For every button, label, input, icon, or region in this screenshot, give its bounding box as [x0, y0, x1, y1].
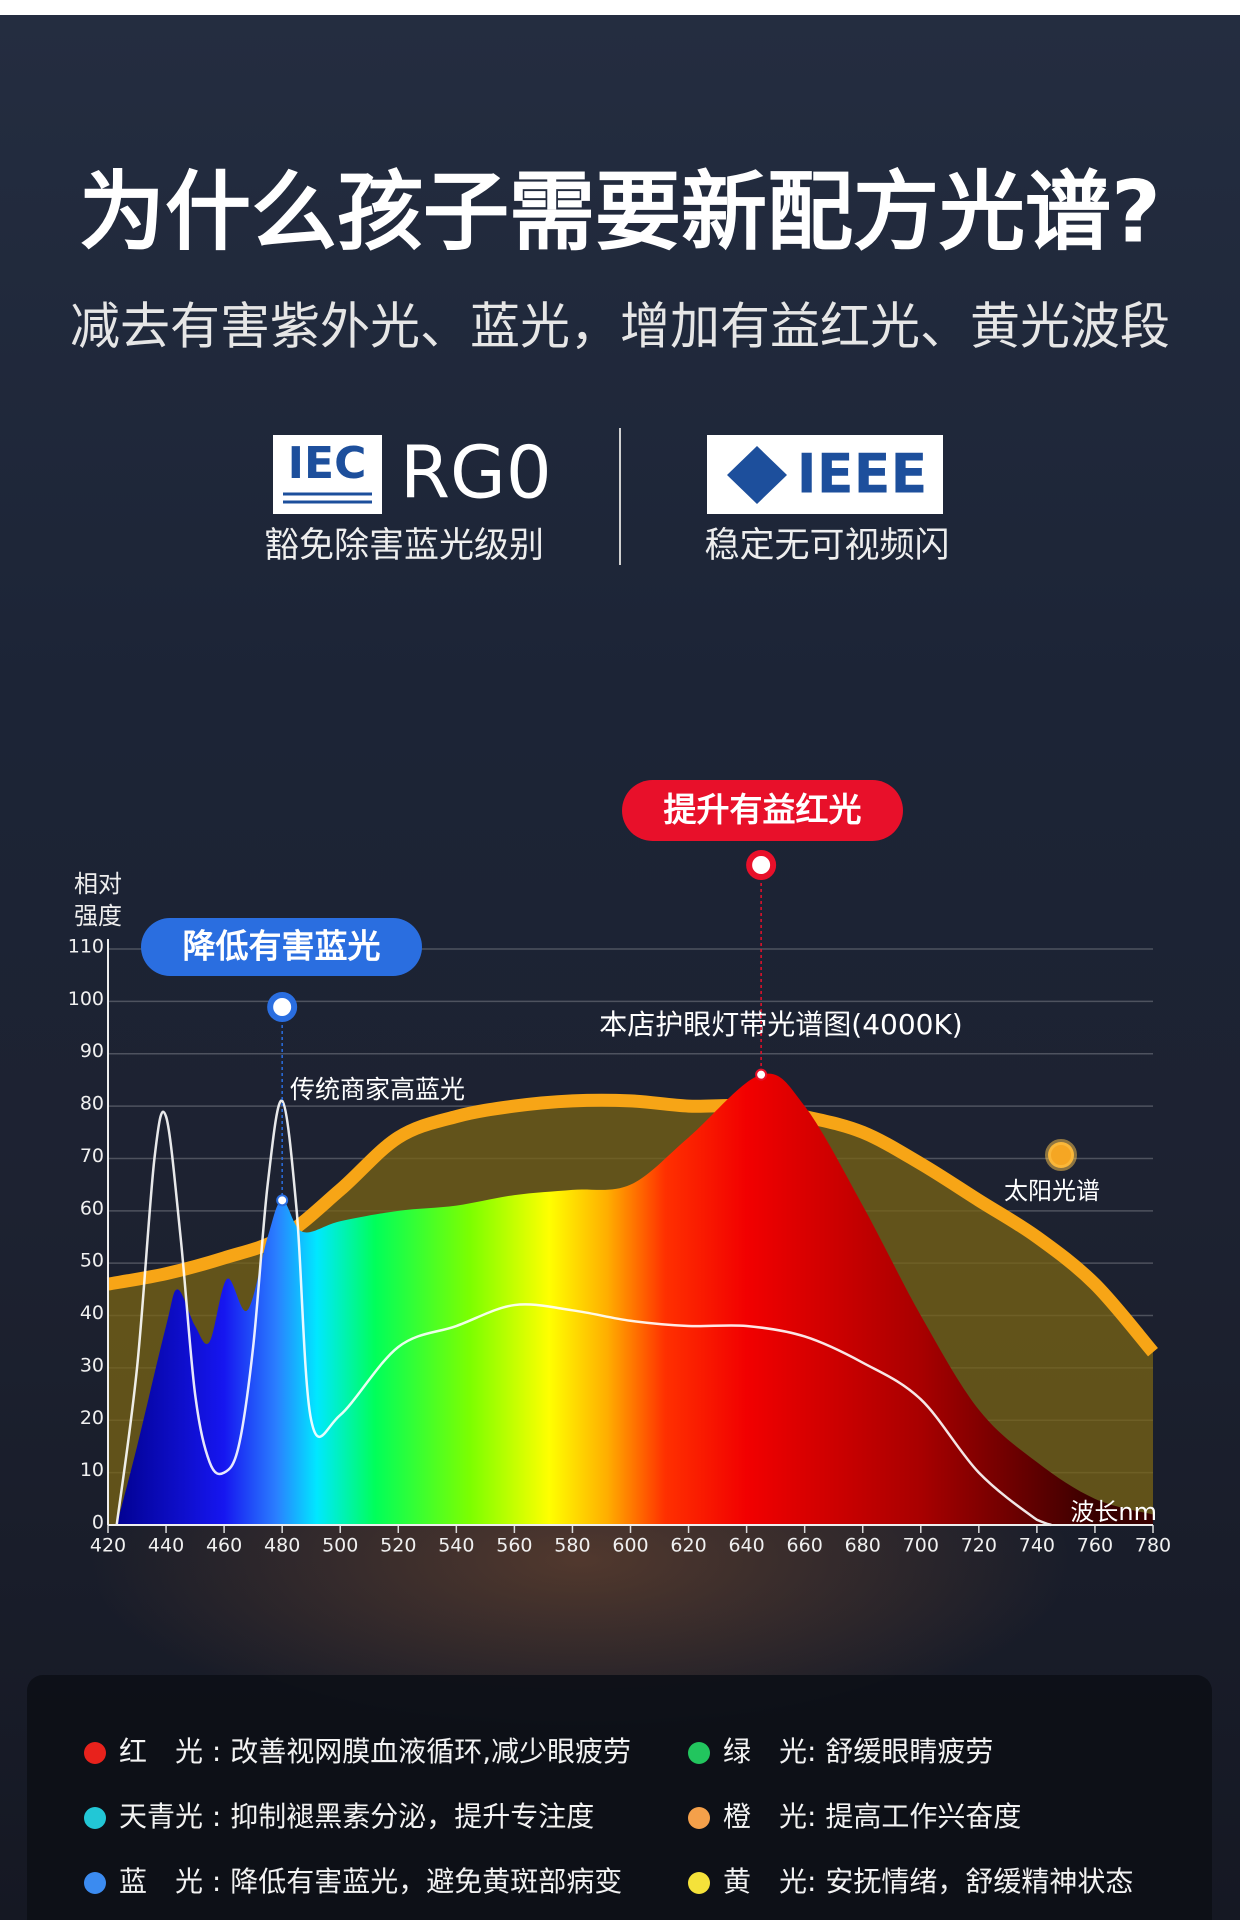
- ieee-diamond: [727, 446, 787, 504]
- y-tick-label: 100: [68, 988, 104, 1010]
- y-tick-label: 10: [80, 1459, 104, 1481]
- legend-dot: [84, 1807, 106, 1829]
- y-label-box: 相对强度: [74, 870, 122, 930]
- legend-dot: [84, 1872, 106, 1894]
- y-label: 相对强度: [74, 870, 122, 930]
- x-tick-label: 600: [612, 1535, 648, 1557]
- callout-pin: [746, 850, 777, 880]
- x-tick-label: 580: [554, 1535, 590, 1557]
- x-tick-label: 500: [322, 1535, 358, 1557]
- legend-dot: [84, 1742, 106, 1764]
- data-point: [276, 1194, 289, 1207]
- legend-text: 黄 光: 安抚情绪，舒缓精神状态: [723, 1865, 1133, 1898]
- legend-dot: [688, 1807, 710, 1829]
- y-tick-label: 90: [80, 1040, 104, 1062]
- callout-text: 提升有益红光: [664, 790, 862, 829]
- x-tick-label: 740: [1019, 1535, 1055, 1557]
- legend-text: 蓝 光 : 降低有害蓝光，避免黄斑部病变: [119, 1865, 622, 1898]
- x-tick-label: 560: [496, 1535, 532, 1557]
- x-tick-label: 680: [845, 1535, 881, 1557]
- x-tick-label: 520: [380, 1535, 416, 1557]
- badge-caption: 豁免除害蓝光级别: [264, 526, 544, 566]
- data-point: [755, 1068, 768, 1081]
- rg0-label: RG0: [400, 431, 552, 515]
- legend-text: 橙 光: 提高工作兴奋度: [723, 1800, 1021, 1833]
- y-tick-label: 30: [80, 1354, 104, 1376]
- legend-text: 天青光 : 抑制褪黑素分泌，提升专注度: [119, 1800, 594, 1833]
- y-tick-label: 70: [80, 1145, 104, 1167]
- y-tick-label: 40: [80, 1302, 104, 1324]
- series-label: 本店护眼灯带光谱图(4000K): [599, 1008, 962, 1041]
- x-tick-label: 420: [90, 1535, 126, 1557]
- y-tick-label: 50: [80, 1250, 104, 1272]
- y-tick-label: 20: [80, 1407, 104, 1429]
- ieee-logo: IEEE: [797, 443, 928, 506]
- x-tick-label: 440: [148, 1535, 184, 1557]
- x-tick-label: 700: [903, 1535, 939, 1557]
- y-tick-label: 80: [80, 1093, 104, 1115]
- x-tick-label: 640: [728, 1535, 764, 1557]
- x-tick-label: 660: [787, 1535, 823, 1557]
- legend-text: 红 光 : 改善视网膜血液循环,减少眼疲劳: [119, 1735, 631, 1768]
- y-tick-label: 60: [80, 1197, 104, 1219]
- x-label: 波长nm: [1070, 1498, 1157, 1526]
- legend-text: 绿 光: 舒缓眼睛疲劳: [723, 1735, 993, 1768]
- legend-dot: [688, 1872, 710, 1894]
- badge-caption: 稳定无可视频闪: [704, 526, 949, 566]
- x-tick-label: 540: [438, 1535, 474, 1557]
- x-tick-label: 720: [961, 1535, 997, 1557]
- y-tick-label: 0: [92, 1512, 104, 1534]
- x-tick-label: 620: [670, 1535, 706, 1557]
- callout-pill: [141, 918, 422, 976]
- series-label: 传统商家高蓝光: [290, 1075, 465, 1104]
- sun-icon: [1045, 1139, 1077, 1171]
- legend-dot: [688, 1742, 710, 1764]
- plot: 0 10 20 30 40 50 60 70 80 90 100 110 420 440 460 480 500…: [68, 780, 1171, 1557]
- x-tick-label: 480: [264, 1535, 300, 1557]
- series-label: 太阳光谱: [1004, 1177, 1100, 1205]
- legend-panel: [27, 1675, 1212, 1920]
- iec-logo: IEC: [288, 438, 367, 489]
- title: 为什么孩子需要新配方光谱?: [79, 162, 1161, 262]
- y-tick-label: 110: [68, 936, 104, 958]
- traditional-line: [115, 1099, 1052, 1527]
- x-tick-label: 760: [1077, 1535, 1113, 1557]
- callout-pill: [622, 780, 903, 841]
- x-tick-label: 460: [206, 1535, 242, 1557]
- callout-text: 降低有害蓝光: [183, 927, 381, 966]
- lamp-area: [116, 1073, 1153, 1525]
- subtitle: 减去有害紫外光、蓝光，增加有益红光、黄光波段: [70, 298, 1170, 356]
- callout-pin: [267, 992, 298, 1022]
- x-tick-label: 780: [1135, 1535, 1171, 1557]
